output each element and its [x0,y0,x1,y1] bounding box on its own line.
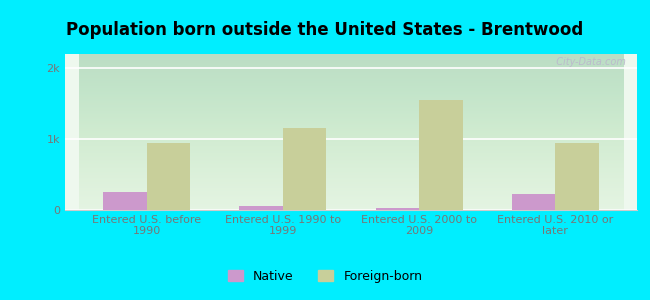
Bar [512,194,555,210]
Bar [376,208,419,210]
Bar [283,128,326,210]
Legend: Native, Foreign-born: Native, Foreign-born [223,265,427,288]
Bar [239,206,283,210]
Bar [103,192,147,210]
Text: City-Data.com: City-Data.com [550,57,625,67]
Bar [419,100,463,210]
Bar [147,142,190,210]
Bar [555,142,599,210]
Text: Population born outside the United States - Brentwood: Population born outside the United State… [66,21,584,39]
